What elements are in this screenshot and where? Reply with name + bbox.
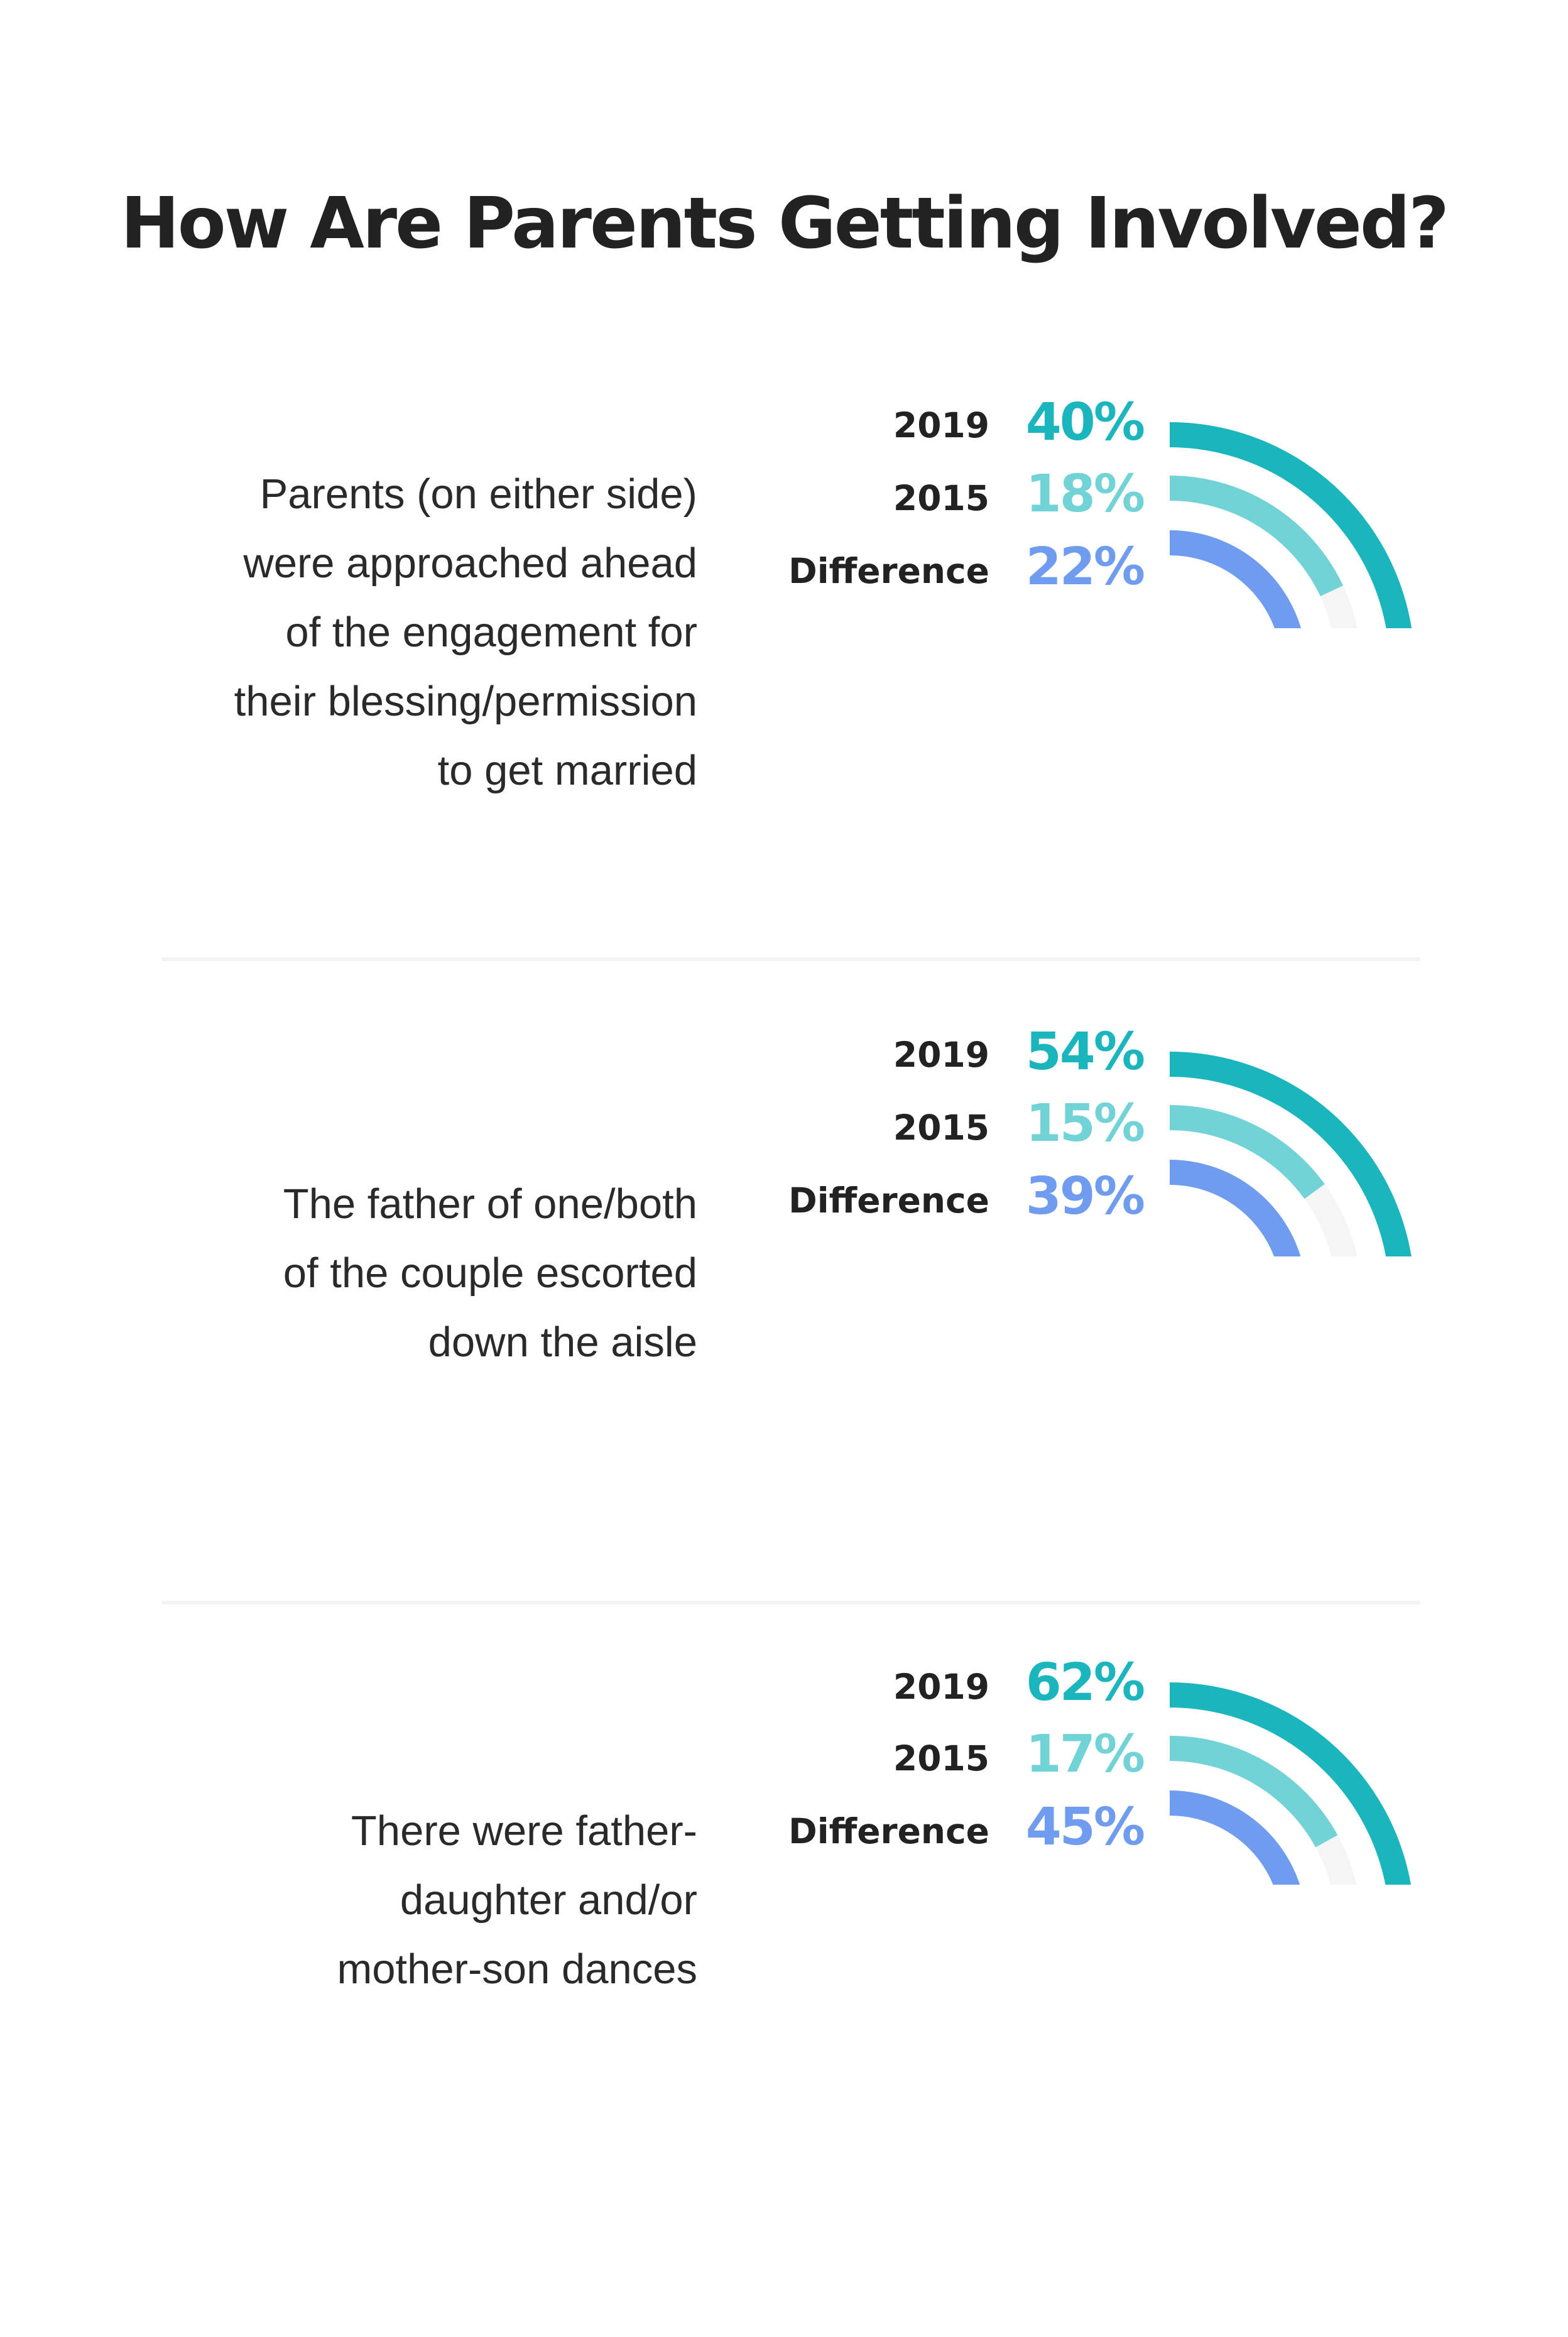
2015-arc (1169, 1105, 1325, 1199)
value-2019: 40% (1025, 393, 1145, 452)
difference-arc (1169, 530, 1301, 628)
value-2015: 15% (1025, 1094, 1145, 1153)
radial-chart (1169, 422, 1412, 628)
2015-arc (1169, 1736, 1338, 1848)
chart-section: Parents (on either side) were approached… (0, 0, 1568, 794)
label-2019: 2019 (893, 1035, 989, 1075)
2015-arc (1169, 476, 1343, 597)
section-description: There were father- daughter and/or mothe… (101, 1797, 697, 2004)
2019-arc (1169, 1052, 1412, 1256)
label-difference: Difference (788, 551, 989, 591)
label-difference: Difference (788, 1180, 989, 1221)
2019-arc (1169, 1682, 1411, 1885)
section-description: The father of one/both of the couple esc… (101, 1170, 697, 1377)
value-difference: 22% (1025, 537, 1145, 597)
description-line: The father of one/both (283, 1180, 697, 1228)
label-difference: Difference (788, 1811, 989, 1851)
value-2019: 62% (1025, 1653, 1145, 1713)
value-2019: 54% (1025, 1022, 1145, 1082)
chart-section: The father of one/both of the couple esc… (0, 628, 1568, 1366)
page-title: How Are Parents Getting Involved? (121, 183, 1449, 264)
value-2015: 18% (1025, 464, 1145, 524)
2019-arc (1169, 422, 1412, 628)
ring-track (1169, 476, 1358, 628)
label-2015: 2015 (893, 478, 989, 518)
value-2015: 17% (1025, 1724, 1145, 1784)
description-line: of the couple escorted (283, 1250, 697, 1297)
value-difference: 39% (1025, 1167, 1145, 1226)
label-2015: 2015 (893, 1108, 989, 1148)
description-line: mother-son dances (337, 1946, 697, 1993)
section-description: Parents (on either side) were approached… (101, 460, 697, 805)
divider (162, 957, 1420, 961)
description-line: down the aisle (428, 1319, 697, 1366)
description-line: Parents (on either side) (259, 471, 697, 518)
divider (162, 1601, 1420, 1604)
label-2019: 2019 (893, 405, 989, 445)
radial-chart (1169, 1682, 1411, 1885)
label-2019: 2019 (893, 1667, 989, 1707)
description-line: daughter and/or (400, 1877, 697, 1924)
difference-arc (1169, 1790, 1300, 1885)
value-difference: 45% (1025, 1797, 1145, 1857)
label-2015: 2015 (893, 1738, 989, 1779)
difference-arc (1169, 1160, 1301, 1256)
chart-section: There were father- daughter and/or mothe… (0, 1256, 1568, 1993)
description-line: to get married (437, 747, 697, 794)
description-line: were approached ahead (243, 540, 697, 587)
radial-chart (1169, 1052, 1412, 1256)
description-line: of the engagement for (285, 609, 697, 656)
description-line: their blessing/permission (234, 678, 697, 725)
description-line: There were father- (351, 1807, 697, 1855)
